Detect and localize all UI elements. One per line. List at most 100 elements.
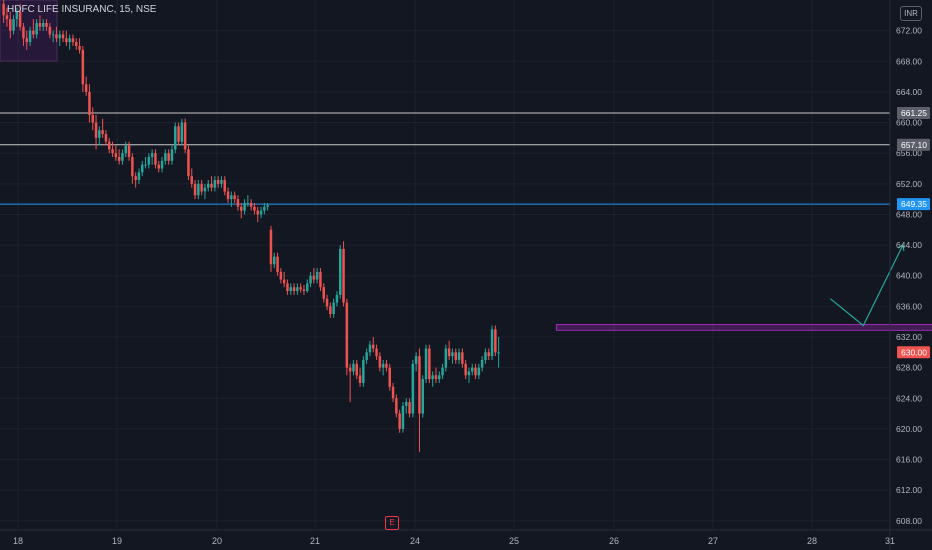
last-price-tag bbox=[897, 346, 930, 359]
candle-body bbox=[289, 287, 292, 292]
candle-body bbox=[365, 352, 368, 360]
candle-body bbox=[368, 344, 372, 353]
candle-body bbox=[111, 149, 114, 154]
candle-body bbox=[282, 279, 286, 284]
price-tick-label: 624.00 bbox=[896, 393, 922, 403]
candle-body bbox=[494, 329, 497, 353]
price-tick-label: 664.00 bbox=[896, 87, 922, 97]
candle-body bbox=[187, 149, 190, 177]
candle-body bbox=[28, 30, 32, 43]
candle-body bbox=[269, 229, 273, 265]
candle-body bbox=[108, 141, 111, 150]
candle-body bbox=[141, 164, 144, 173]
candle-body bbox=[25, 38, 28, 43]
candle-body bbox=[421, 379, 424, 414]
earnings-icon[interactable]: E bbox=[385, 516, 399, 530]
candle-body bbox=[266, 205, 269, 207]
time-tick-label: 18 bbox=[13, 536, 23, 546]
arrow-head bbox=[897, 244, 905, 252]
candle-body bbox=[147, 157, 151, 165]
level-price-label: 657.10 bbox=[901, 140, 927, 150]
candle-body bbox=[12, 19, 15, 31]
candle-body bbox=[81, 49, 85, 85]
time-tick-label: 27 bbox=[708, 536, 718, 546]
candle-body bbox=[457, 352, 461, 360]
candle-body bbox=[124, 145, 127, 154]
candle-body bbox=[246, 202, 250, 204]
candle-body bbox=[114, 153, 118, 158]
candle-body bbox=[45, 22, 48, 27]
time-tick-label: 21 bbox=[310, 536, 320, 546]
candle-body bbox=[355, 363, 358, 376]
resistance-zone bbox=[555, 324, 932, 331]
candle-body bbox=[101, 130, 104, 135]
candle-body bbox=[2, 3, 5, 16]
candle-body bbox=[461, 352, 464, 364]
candle-body bbox=[358, 375, 362, 383]
candle-body bbox=[154, 153, 157, 165]
time-tick-label: 26 bbox=[609, 536, 619, 546]
candle-body bbox=[213, 179, 217, 188]
currency-badge[interactable]: INR bbox=[900, 6, 922, 21]
candle-body bbox=[170, 149, 174, 161]
candle-body bbox=[157, 164, 160, 169]
candle-body bbox=[309, 275, 312, 284]
candle-body bbox=[286, 283, 289, 292]
candle-body bbox=[490, 329, 494, 357]
candle-body bbox=[15, 11, 19, 20]
price-tick-label: 612.00 bbox=[896, 485, 922, 495]
candle-body bbox=[398, 413, 401, 429]
price-tick-label: 616.00 bbox=[896, 455, 922, 465]
candle-body bbox=[438, 375, 441, 380]
candle-body bbox=[121, 153, 124, 161]
candle-body bbox=[144, 164, 147, 166]
time-tick-label: 31 bbox=[885, 536, 895, 546]
candle-body bbox=[471, 367, 474, 372]
candle-body bbox=[273, 256, 276, 265]
price-tick-label: 636.00 bbox=[896, 301, 922, 311]
candle-body bbox=[434, 375, 438, 380]
candle-body bbox=[127, 145, 131, 158]
candle-body bbox=[497, 352, 500, 354]
candle-body bbox=[362, 359, 365, 383]
candle-body bbox=[256, 210, 259, 215]
time-tick-label: 28 bbox=[807, 536, 817, 546]
candle-body bbox=[98, 130, 101, 138]
price-tick-label: 668.00 bbox=[896, 56, 922, 66]
level-price-tag bbox=[897, 106, 930, 119]
candle-body bbox=[5, 15, 9, 20]
candle-body bbox=[315, 271, 319, 280]
candle-body bbox=[352, 363, 355, 372]
candle-body bbox=[378, 356, 382, 368]
candle-body bbox=[236, 199, 240, 207]
candle-body bbox=[88, 91, 91, 115]
candle-body bbox=[348, 367, 352, 372]
candle-body bbox=[55, 34, 58, 39]
candle-body bbox=[233, 195, 236, 200]
candle-body bbox=[65, 38, 68, 43]
candle-body bbox=[388, 367, 391, 387]
candle-body bbox=[345, 302, 349, 368]
candle-body bbox=[22, 26, 25, 39]
candle-body bbox=[424, 348, 428, 380]
candle-body bbox=[18, 11, 22, 27]
candle-body bbox=[451, 352, 454, 357]
candle-body bbox=[279, 271, 283, 280]
candle-body bbox=[51, 34, 55, 36]
candle-body bbox=[487, 352, 490, 357]
candle-body bbox=[38, 22, 42, 27]
candle-body bbox=[375, 348, 378, 357]
candle-body bbox=[395, 398, 398, 414]
candle-body bbox=[32, 30, 35, 35]
candle-body bbox=[381, 363, 385, 368]
candle-body bbox=[240, 206, 243, 211]
price-tick-label: 628.00 bbox=[896, 363, 922, 373]
price-tick-label: 648.00 bbox=[896, 209, 922, 219]
candle-body bbox=[68, 38, 71, 43]
candle-body bbox=[408, 402, 411, 414]
candle-body bbox=[405, 402, 408, 406]
candle-body bbox=[230, 195, 233, 200]
candle-body bbox=[134, 176, 137, 180]
